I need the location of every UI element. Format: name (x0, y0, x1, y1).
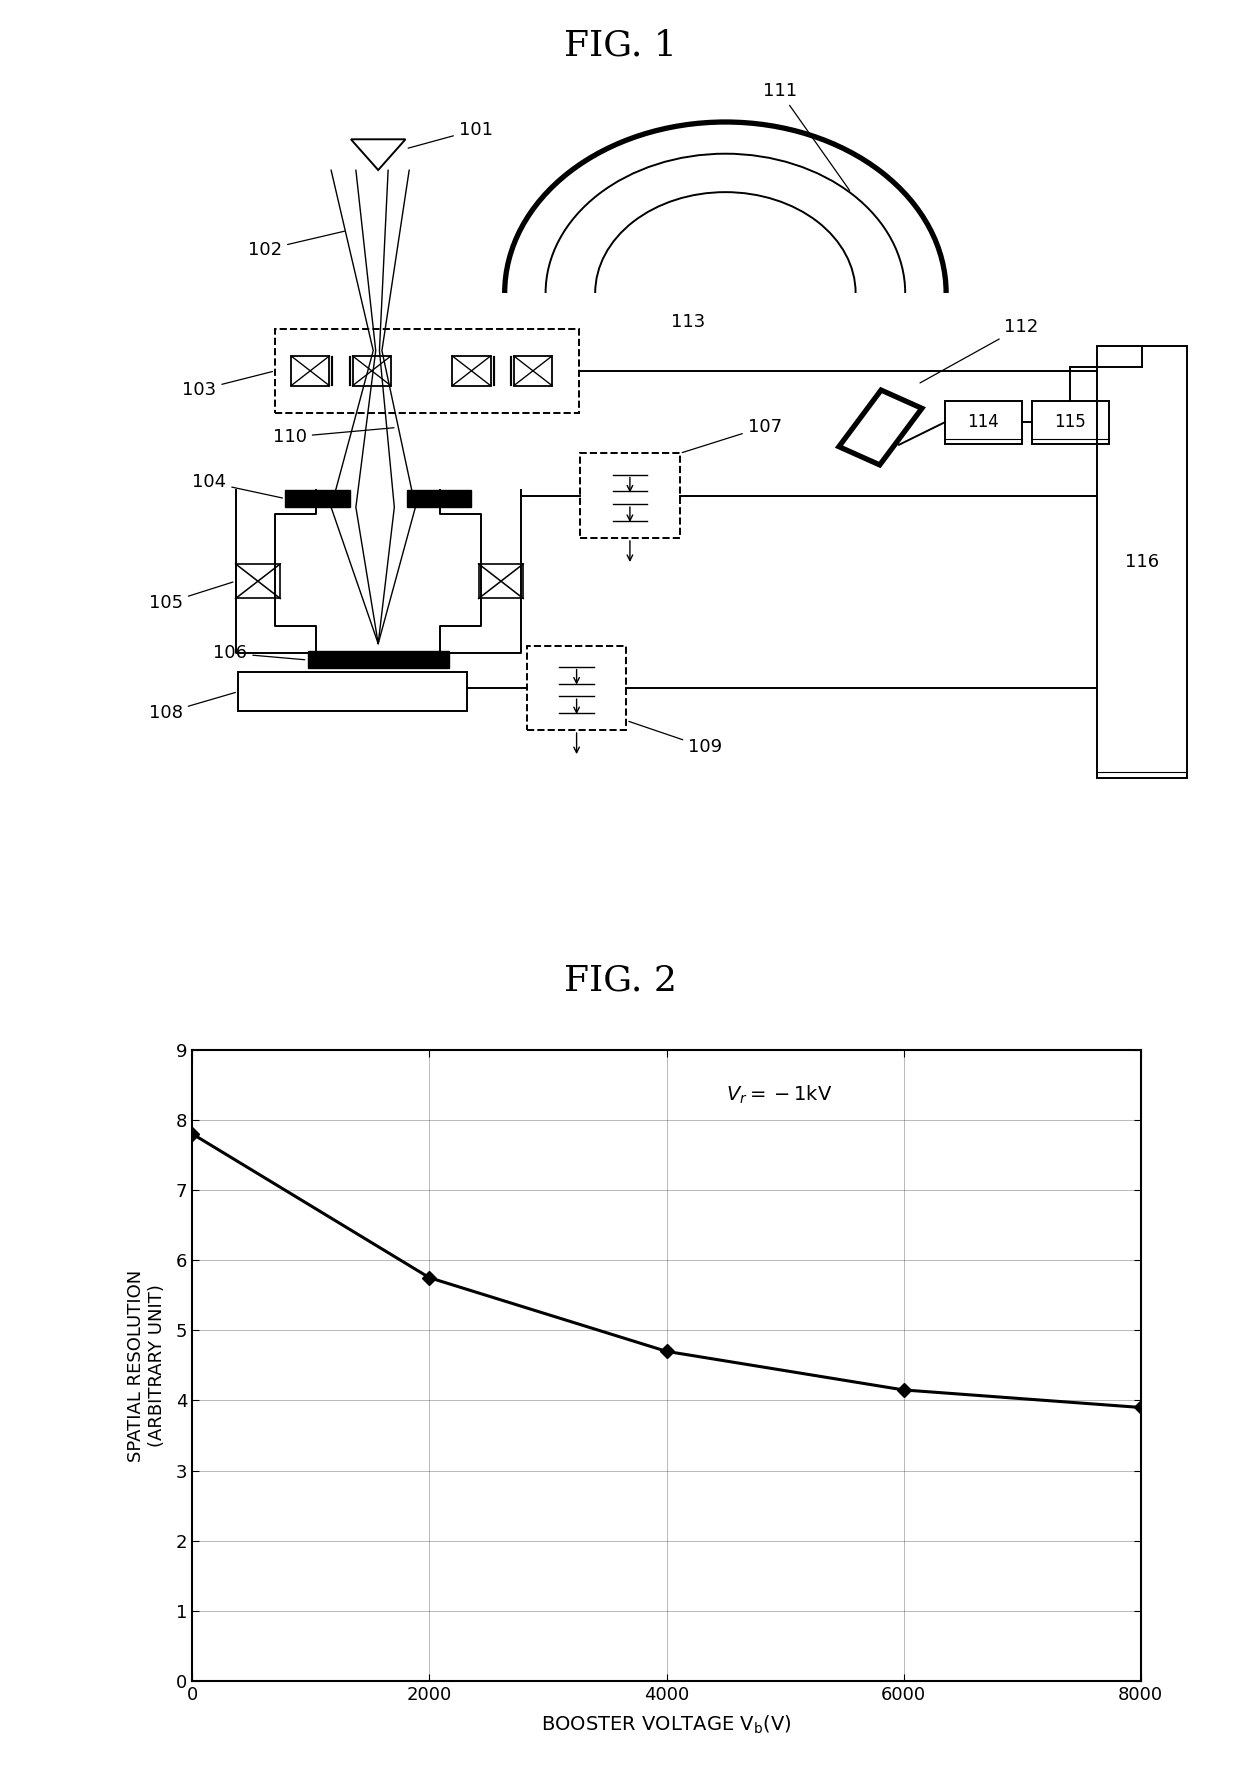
Text: 108: 108 (149, 692, 236, 722)
Bar (352, 356, 391, 386)
Text: 116: 116 (1125, 553, 1159, 571)
Text: 110: 110 (273, 427, 394, 447)
Text: 114: 114 (967, 413, 999, 431)
Bar (527, 646, 626, 729)
Y-axis label: SPATIAL RESOLUTION
(ARBITRARY UNIT): SPATIAL RESOLUTION (ARBITRARY UNIT) (128, 1268, 166, 1462)
Text: FIG. 1: FIG. 1 (563, 28, 677, 62)
Bar (945, 400, 1022, 443)
Polygon shape (285, 489, 350, 507)
Bar (513, 356, 552, 386)
Bar (580, 454, 680, 537)
Text: FIG. 2: FIG. 2 (563, 962, 677, 998)
Text: 111: 111 (763, 82, 849, 190)
Text: $V_r = -1\mathrm{kV}$: $V_r = -1\mathrm{kV}$ (725, 1083, 832, 1107)
Text: 109: 109 (629, 722, 723, 756)
Bar (275, 329, 579, 413)
Bar (1032, 400, 1109, 443)
Text: 105: 105 (149, 582, 233, 612)
Text: 104: 104 (192, 473, 283, 498)
Polygon shape (308, 651, 449, 667)
Bar (479, 564, 523, 598)
Text: 107: 107 (682, 418, 782, 452)
Bar (238, 672, 467, 712)
Text: 115: 115 (1054, 413, 1086, 431)
X-axis label: BOOSTER VOLTAGE $\mathregular{V_b}$(V): BOOSTER VOLTAGE $\mathregular{V_b}$(V) (541, 1713, 792, 1736)
Polygon shape (407, 489, 471, 507)
Text: 112: 112 (920, 318, 1039, 382)
Bar (1097, 345, 1187, 777)
Bar (291, 356, 330, 386)
Bar (236, 564, 280, 598)
Text: 103: 103 (182, 372, 273, 398)
Text: 102: 102 (248, 231, 345, 258)
Text: 101: 101 (408, 121, 492, 148)
Text: 113: 113 (671, 313, 706, 331)
Bar (453, 356, 491, 386)
Text: 106: 106 (213, 644, 305, 662)
